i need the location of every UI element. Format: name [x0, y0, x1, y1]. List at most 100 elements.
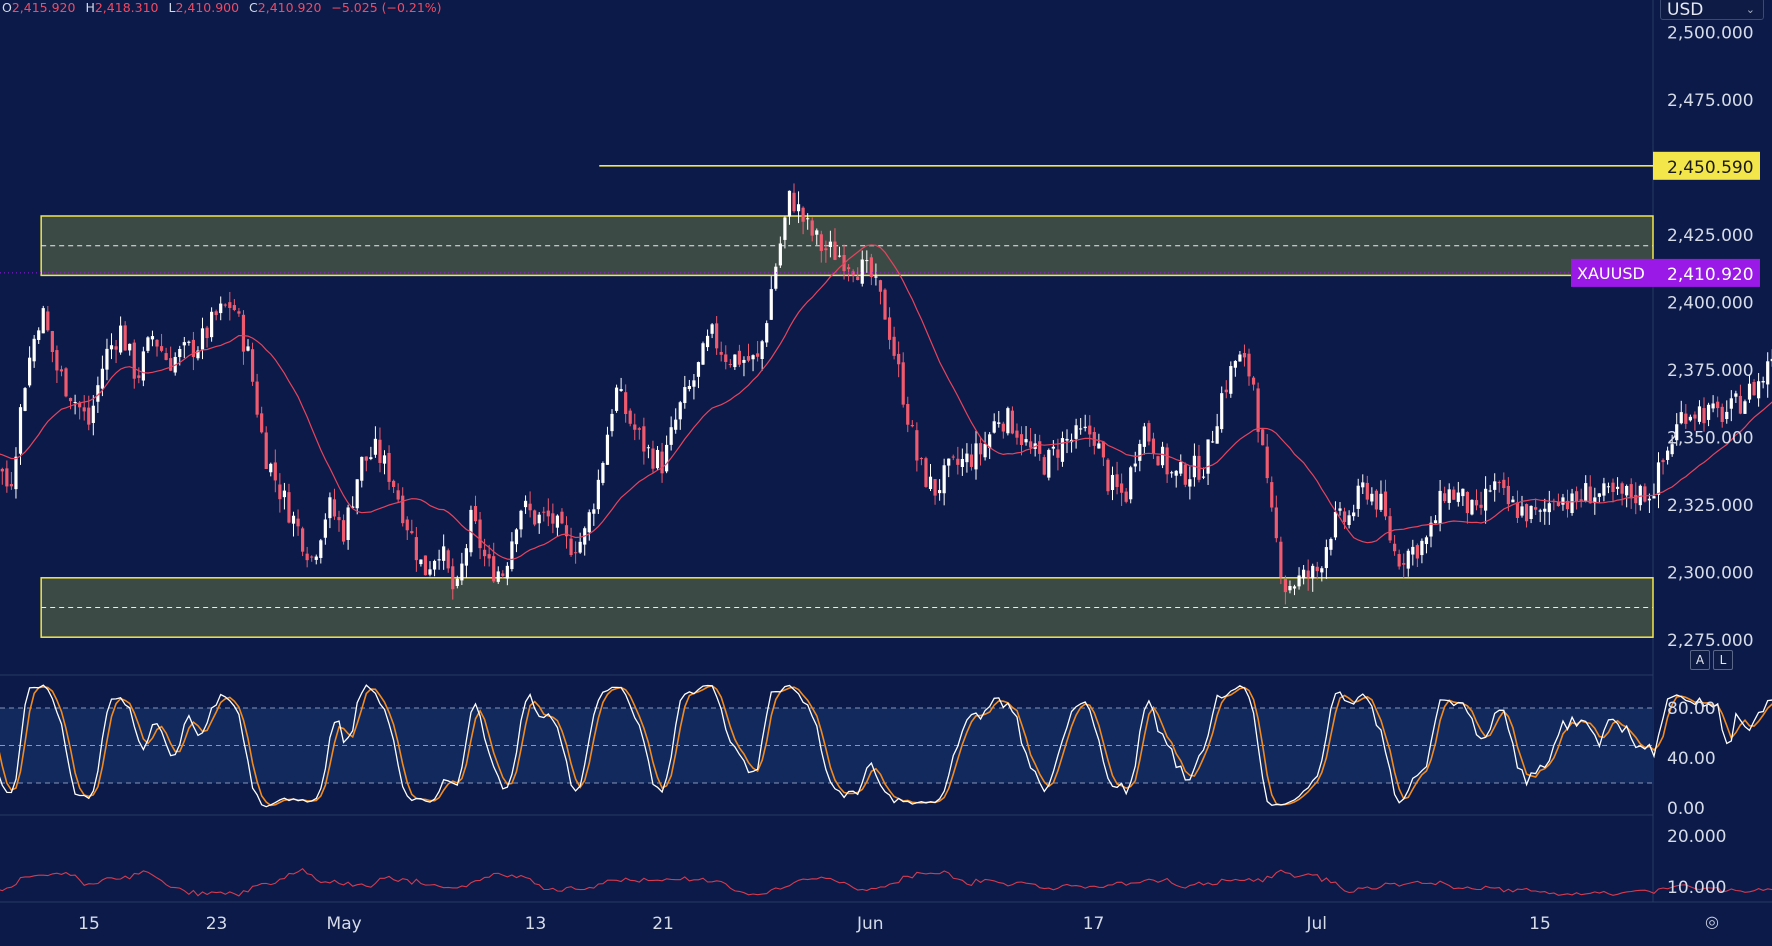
- candle[interactable]: [378, 427, 382, 473]
- candle[interactable]: [50, 330, 54, 363]
- candle[interactable]: [1524, 503, 1529, 528]
- candle[interactable]: [241, 310, 246, 365]
- candle[interactable]: [446, 548, 450, 573]
- candle[interactable]: [523, 495, 528, 514]
- candle[interactable]: [46, 306, 50, 332]
- candle[interactable]: [1602, 477, 1606, 502]
- candle[interactable]: [815, 228, 819, 245]
- candle[interactable]: [924, 456, 928, 488]
- candle[interactable]: [942, 458, 946, 506]
- candle[interactable]: [1420, 538, 1424, 564]
- candle[interactable]: [1688, 414, 1692, 422]
- candle[interactable]: [787, 190, 792, 225]
- candle[interactable]: [1065, 429, 1069, 454]
- candle[interactable]: [560, 508, 564, 525]
- candle[interactable]: [592, 503, 596, 526]
- candle[interactable]: [1716, 396, 1720, 418]
- candle[interactable]: [696, 361, 701, 389]
- candle[interactable]: [546, 498, 550, 527]
- candle[interactable]: [1229, 361, 1233, 398]
- candle[interactable]: [1197, 444, 1201, 483]
- candle[interactable]: [651, 440, 655, 474]
- candle[interactable]: [605, 426, 610, 465]
- candle[interactable]: [669, 416, 673, 451]
- candle[interactable]: [1261, 428, 1265, 446]
- candle[interactable]: [1211, 430, 1215, 443]
- candle[interactable]: [164, 347, 168, 361]
- candle[interactable]: [310, 555, 314, 562]
- candle[interactable]: [1625, 484, 1629, 508]
- candle[interactable]: [1520, 495, 1524, 518]
- candle[interactable]: [1297, 567, 1301, 590]
- candle[interactable]: [1702, 397, 1706, 432]
- candle[interactable]: [1374, 489, 1379, 518]
- candle[interactable]: [733, 354, 737, 370]
- candle[interactable]: [501, 570, 505, 579]
- candle[interactable]: [1019, 426, 1024, 456]
- candle[interactable]: [1438, 479, 1442, 532]
- candle[interactable]: [756, 340, 760, 362]
- candle[interactable]: [246, 339, 250, 352]
- candle[interactable]: [1170, 470, 1174, 478]
- candle[interactable]: [210, 307, 214, 342]
- candle[interactable]: [1047, 448, 1051, 481]
- candle[interactable]: [141, 346, 145, 387]
- candle[interactable]: [1415, 543, 1419, 568]
- candle[interactable]: [28, 346, 32, 388]
- candle[interactable]: [837, 246, 842, 258]
- candle[interactable]: [1693, 411, 1697, 431]
- candle[interactable]: [1615, 477, 1620, 496]
- candle[interactable]: [1497, 480, 1501, 493]
- candle[interactable]: [119, 316, 123, 355]
- candle[interactable]: [860, 250, 864, 287]
- candle[interactable]: [1179, 454, 1183, 477]
- candle[interactable]: [1397, 549, 1401, 570]
- candle[interactable]: [1711, 395, 1715, 413]
- candle[interactable]: [1770, 349, 1772, 367]
- candle[interactable]: [1356, 478, 1360, 517]
- candle[interactable]: [1224, 380, 1228, 399]
- candle[interactable]: [1265, 434, 1269, 484]
- candle[interactable]: [514, 528, 519, 553]
- candle[interactable]: [41, 305, 45, 334]
- candle[interactable]: [159, 333, 164, 353]
- candle[interactable]: [1352, 504, 1356, 521]
- candle[interactable]: [219, 296, 223, 321]
- candle[interactable]: [1220, 386, 1224, 433]
- candle[interactable]: [719, 341, 723, 362]
- candle[interactable]: [1543, 498, 1547, 525]
- candle[interactable]: [951, 454, 955, 461]
- candle[interactable]: [428, 561, 432, 577]
- candle[interactable]: [619, 377, 623, 392]
- candle[interactable]: [1074, 418, 1078, 449]
- candle[interactable]: [214, 309, 218, 321]
- candle[interactable]: [988, 432, 992, 460]
- candle[interactable]: [1456, 481, 1460, 507]
- candle[interactable]: [91, 395, 95, 436]
- candle[interactable]: [1406, 548, 1410, 577]
- candle[interactable]: [1033, 433, 1037, 457]
- candle[interactable]: [928, 463, 933, 492]
- candle[interactable]: [1238, 350, 1242, 362]
- candle[interactable]: [801, 206, 805, 235]
- candle[interactable]: [355, 479, 359, 515]
- candle[interactable]: [1529, 505, 1533, 524]
- candle[interactable]: [146, 336, 150, 354]
- candle[interactable]: [1706, 402, 1711, 427]
- candle[interactable]: [337, 510, 341, 532]
- candle[interactable]: [1620, 481, 1624, 506]
- candle[interactable]: [1725, 400, 1729, 424]
- candle[interactable]: [1479, 491, 1483, 515]
- candle[interactable]: [624, 384, 628, 423]
- candle[interactable]: [1097, 433, 1101, 449]
- candle[interactable]: [965, 443, 969, 473]
- auto-scale-button[interactable]: A: [1690, 650, 1710, 670]
- candle[interactable]: [1361, 474, 1365, 495]
- candle[interactable]: [564, 516, 569, 549]
- candle[interactable]: [1156, 455, 1160, 466]
- candle[interactable]: [1110, 466, 1115, 501]
- candle[interactable]: [287, 483, 291, 524]
- candle[interactable]: [387, 445, 391, 490]
- candle[interactable]: [278, 473, 282, 513]
